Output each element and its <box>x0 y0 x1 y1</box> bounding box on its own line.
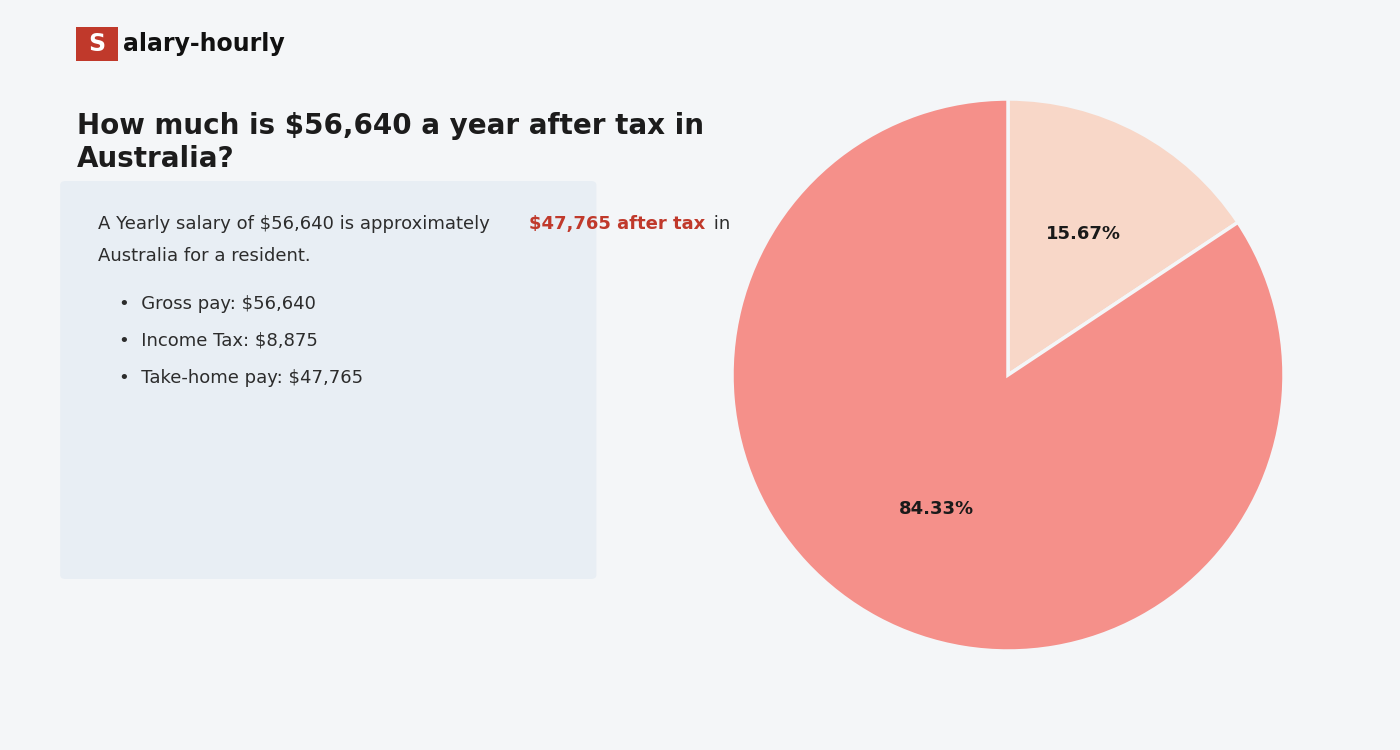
Text: •  Take-home pay: $47,765: • Take-home pay: $47,765 <box>119 369 363 387</box>
Text: $47,765 after tax: $47,765 after tax <box>529 215 706 233</box>
Text: •  Income Tax: $8,875: • Income Tax: $8,875 <box>119 332 318 350</box>
Text: •  Gross pay: $56,640: • Gross pay: $56,640 <box>119 295 316 313</box>
FancyBboxPatch shape <box>76 27 118 61</box>
Text: S: S <box>88 32 105 56</box>
Text: Australia for a resident.: Australia for a resident. <box>98 247 311 265</box>
Text: A Yearly salary of $56,640 is approximately: A Yearly salary of $56,640 is approximat… <box>98 215 496 233</box>
Legend: Income Tax, Take-home Pay: Income Tax, Take-home Pay <box>836 0 1180 1</box>
Text: Australia?: Australia? <box>77 145 235 173</box>
Wedge shape <box>732 99 1284 651</box>
Text: alary-hourly: alary-hourly <box>123 32 286 56</box>
Text: How much is $56,640 a year after tax in: How much is $56,640 a year after tax in <box>77 112 704 140</box>
Wedge shape <box>1008 99 1238 375</box>
Text: in: in <box>707 215 729 233</box>
Text: 84.33%: 84.33% <box>899 500 974 517</box>
FancyBboxPatch shape <box>60 181 596 579</box>
Text: 15.67%: 15.67% <box>1046 225 1121 243</box>
